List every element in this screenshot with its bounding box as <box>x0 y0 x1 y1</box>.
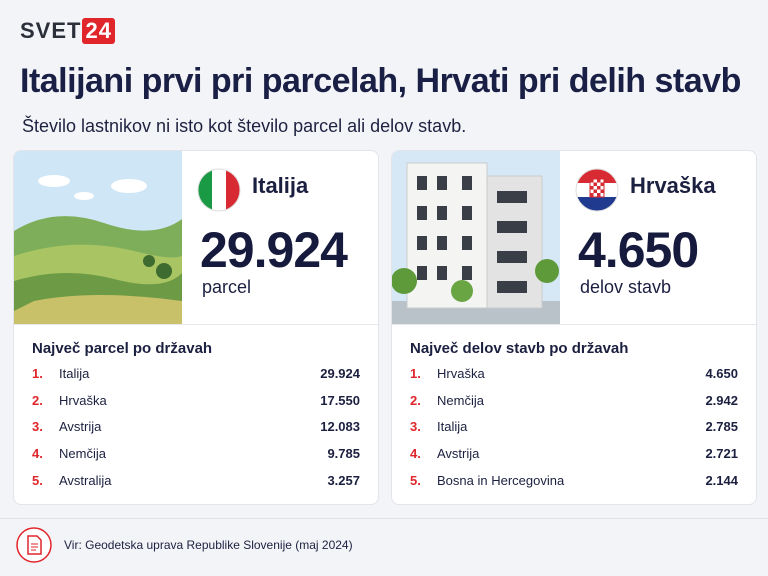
logo: SVET 24 <box>20 18 115 44</box>
country: Hrvaška <box>437 366 485 381</box>
country-name: Hrvaška <box>630 173 716 198</box>
ranking-row: 5. Bosna in Hercegovina 2.144 <box>410 473 738 493</box>
unit: parcel <box>202 277 252 297</box>
ranking-row: 1. Hrvaška 4.650 <box>410 366 738 386</box>
source: Vir: Geodetska uprava Republike Slovenij… <box>64 538 353 552</box>
rank: 3. <box>410 419 421 435</box>
value: 4.650 <box>705 366 738 381</box>
rank: 2. <box>32 392 43 408</box>
value: 29.924 <box>320 366 360 381</box>
list-title: Največ delov stavb po državah <box>410 340 629 357</box>
country: Nemčija <box>437 392 484 408</box>
flag-italy <box>197 168 241 212</box>
card-top: Hrvaška 4.650 delov stavb <box>392 151 756 325</box>
country: Avstrija <box>59 419 102 435</box>
big-number: 29.924 <box>200 222 348 278</box>
country: Italija <box>59 366 90 381</box>
value: 17.550 <box>320 392 360 408</box>
ranking-row: 3. Italija 2.785 <box>410 419 738 439</box>
rank: 2. <box>410 392 421 408</box>
divider <box>0 518 768 519</box>
rank: 5. <box>32 472 43 488</box>
rank: 4. <box>410 446 421 462</box>
ranking-row: 2. Nemčija 2.942 <box>410 393 738 413</box>
value: 12.083 <box>320 419 360 435</box>
country: Avstrija <box>437 446 480 462</box>
list-title: Največ parcel po državah <box>32 340 213 357</box>
value: 3.257 <box>327 472 360 488</box>
document-icon <box>16 527 52 563</box>
subtitle: Število lastnikov ni isto kot število pa… <box>22 116 467 136</box>
rank: 5. <box>410 472 421 488</box>
country: Avstralija <box>59 472 112 488</box>
country: Bosna in Hercegovina <box>437 472 565 488</box>
title: Italijani prvi pri parcelah, Hrvati pri … <box>20 62 741 100</box>
country: Italija <box>437 419 468 435</box>
unit: delov stavb <box>580 277 672 297</box>
ranking-row: 2. Hrvaška 17.550 <box>32 393 360 413</box>
value: 2.721 <box>705 446 738 462</box>
rank: 1. <box>410 366 421 381</box>
ranking-row: 3. Avstrija 12.083 <box>32 419 360 439</box>
ranking-row: 5. Avstralija 3.257 <box>32 473 360 493</box>
country: Nemčija <box>59 446 106 462</box>
rank: 1. <box>32 366 43 381</box>
country-name: Italija <box>252 173 309 198</box>
ranking-row: 4. Avstrija 2.721 <box>410 446 738 466</box>
flag-croatia <box>575 168 619 212</box>
rank: 4. <box>32 446 43 462</box>
card: Italija 29.924 parcel Največ parcel po drž… <box>13 150 379 505</box>
rank: 3. <box>32 419 43 435</box>
building-illustration <box>392 151 560 324</box>
big-number: 4.650 <box>578 222 699 278</box>
card-top: Italija 29.924 parcel <box>14 151 378 325</box>
ranking-row: 1. Italija 29.924 <box>32 366 360 386</box>
landscape-illustration <box>14 151 182 324</box>
value: 2.785 <box>705 419 738 435</box>
logo-badge: 24 <box>82 18 115 44</box>
card: Hrvaška 4.650 delov stavb Največ delov sta… <box>391 150 757 505</box>
value: 9.785 <box>327 446 360 462</box>
value: 2.144 <box>705 472 738 488</box>
country: Hrvaška <box>59 392 107 408</box>
ranking-row: 4. Nemčija 9.785 <box>32 446 360 466</box>
logo-text: SVET <box>20 18 82 43</box>
value: 2.942 <box>705 392 738 408</box>
